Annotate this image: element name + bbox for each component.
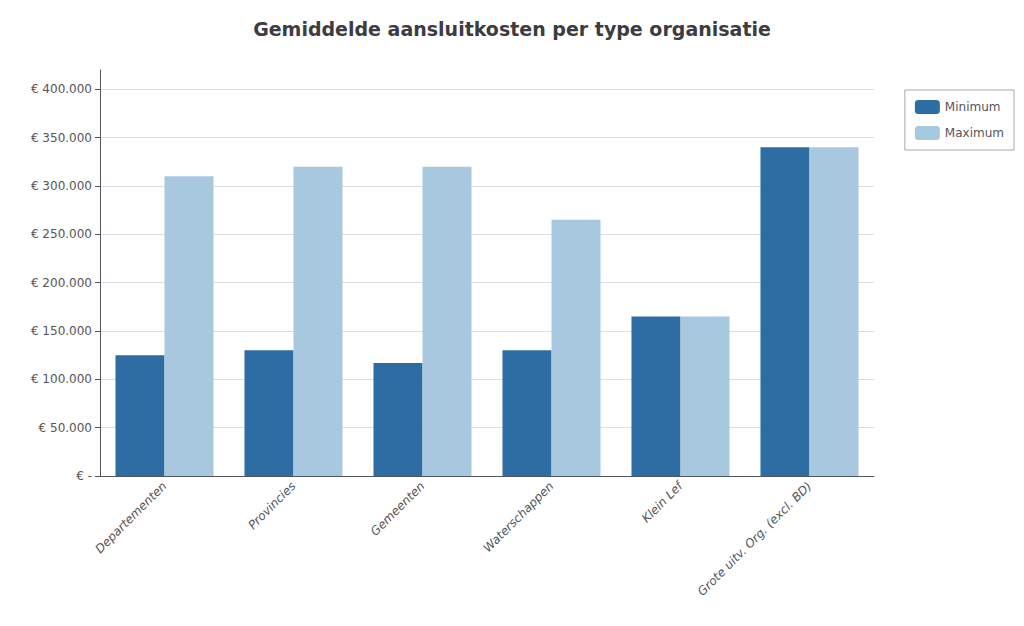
svg-text:Klein Lef: Klein Lef (639, 478, 687, 526)
svg-text:Minimum: Minimum (945, 100, 1001, 114)
svg-text:€ -: € - (76, 469, 92, 483)
svg-text:Departementen: Departementen (92, 479, 169, 556)
svg-text:€ 200.000: € 200.000 (31, 276, 92, 290)
svg-text:Maximum: Maximum (945, 126, 1004, 140)
svg-text:€ 250.000: € 250.000 (31, 227, 92, 241)
svg-text:Gemiddelde aansluitkosten per: Gemiddelde aansluitkosten per type organ… (253, 18, 771, 40)
svg-text:€ 400.000: € 400.000 (31, 82, 92, 96)
svg-text:€ 350.000: € 350.000 (31, 131, 92, 145)
svg-text:€ 300.000: € 300.000 (31, 179, 92, 193)
svg-text:Gemeenten: Gemeenten (368, 479, 428, 539)
svg-text:€ 150.000: € 150.000 (31, 324, 92, 338)
svg-text:€ 100.000: € 100.000 (31, 372, 92, 386)
svg-text:€ 50.000: € 50.000 (39, 421, 92, 435)
svg-text:Waterschappen: Waterschappen (480, 479, 556, 555)
svg-text:Provincies: Provincies (245, 479, 298, 532)
svg-text:Grote uitv. Org. (excl. BD): Grote uitv. Org. (excl. BD) (695, 479, 815, 599)
